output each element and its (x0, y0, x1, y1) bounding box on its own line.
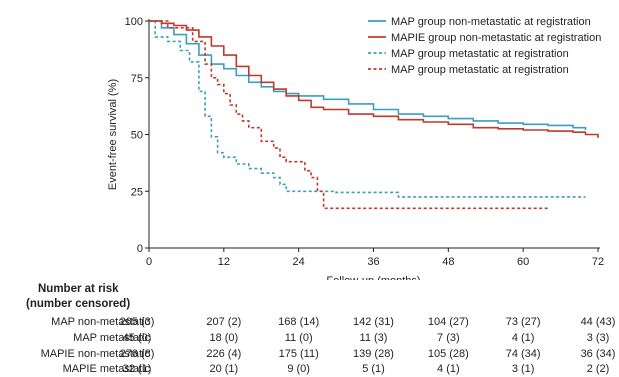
risk-cell: 175 (11) (278, 348, 319, 360)
risk-row-label: MAPIE non-metastatic (40, 348, 150, 360)
x-tick-label: 36 (367, 256, 379, 268)
risk-table-heading-line2: (number censored) (26, 298, 131, 310)
risk-cell: 45 (0) (122, 332, 152, 344)
y-tick-label: 0 (137, 243, 143, 255)
y-tick-label: 50 (131, 130, 143, 142)
risk-cell: 105 (28) (427, 348, 469, 360)
y-tick-label: 100 (125, 16, 143, 28)
legend-entry: MAP group non-metastatic at registration (391, 16, 591, 28)
x-tick-label: 72 (592, 256, 604, 268)
risk-cell: 32 (1) (122, 363, 152, 375)
risk-cell: 2 (2) (586, 363, 610, 375)
risk-row-label: MAP non-metastatic (51, 316, 150, 328)
risk-cell: 226 (4) (206, 348, 242, 360)
x-axis-label: Follow-up (months) (326, 275, 420, 280)
risk-cell: 18 (0) (209, 332, 239, 344)
risk-cell: 3 (1) (511, 363, 535, 375)
x-tick-label: 48 (442, 256, 454, 268)
risk-cell: 139 (28) (353, 348, 394, 360)
x-tick-label: 60 (517, 256, 529, 268)
risk-row-label: MAPIE metastatic (62, 363, 150, 375)
risk-cell: 3 (3) (586, 332, 610, 344)
risk-cell: 73 (27) (505, 316, 541, 328)
series-line-3 (149, 20, 586, 198)
risk-cell: 276 (8) (119, 348, 155, 360)
risk-cell: 7 (3) (437, 332, 460, 344)
survival-chart: 0 25 50 75 100 0 12 24 36 48 60 72 Follow-up (months… (107, 16, 604, 280)
legend-entry: MAPIE group non-metastatic at registrati… (391, 32, 601, 44)
series-line-4 (149, 20, 549, 210)
y-tick-label: 25 (131, 186, 143, 198)
risk-cell: 44 (43) (580, 316, 616, 328)
risk-cell: 9 (0) (287, 363, 310, 375)
legend-entry: MAP group metastatic at registration (391, 48, 569, 60)
risk-cell: 265 (3) (119, 316, 155, 328)
risk-cell: 11 (0) (284, 332, 313, 344)
legend-entry: MAP group metastatic at registration (391, 64, 569, 76)
risk-cell: 36 (34) (580, 348, 616, 360)
x-tick-label: 24 (293, 256, 305, 268)
risk-cell: 168 (14) (278, 316, 320, 328)
risk-cell: 207 (2) (206, 316, 242, 328)
y-axis-label: Event-free survival (%) (107, 79, 119, 190)
series-line-2 (149, 20, 599, 138)
risk-cell: 74 (34) (505, 348, 541, 360)
x-tick-label: 12 (218, 256, 230, 268)
risk-cell: 20 (1) (209, 363, 239, 375)
risk-cell: 4 (1) (437, 363, 460, 375)
risk-cell: 142 (31) (353, 316, 394, 328)
risk-cell: 104 (27) (427, 316, 469, 328)
risk-cell: 4 (1) (511, 332, 535, 344)
risk-row-label: MAP metastatic (73, 332, 150, 344)
risk-cell: 5 (1) (362, 363, 385, 375)
risk-cell: 11 (3) (359, 332, 388, 344)
risk-table-heading-line1: Number at risk (38, 283, 119, 295)
x-tick-label: 0 (146, 256, 152, 268)
y-tick-label: 75 (131, 73, 143, 85)
